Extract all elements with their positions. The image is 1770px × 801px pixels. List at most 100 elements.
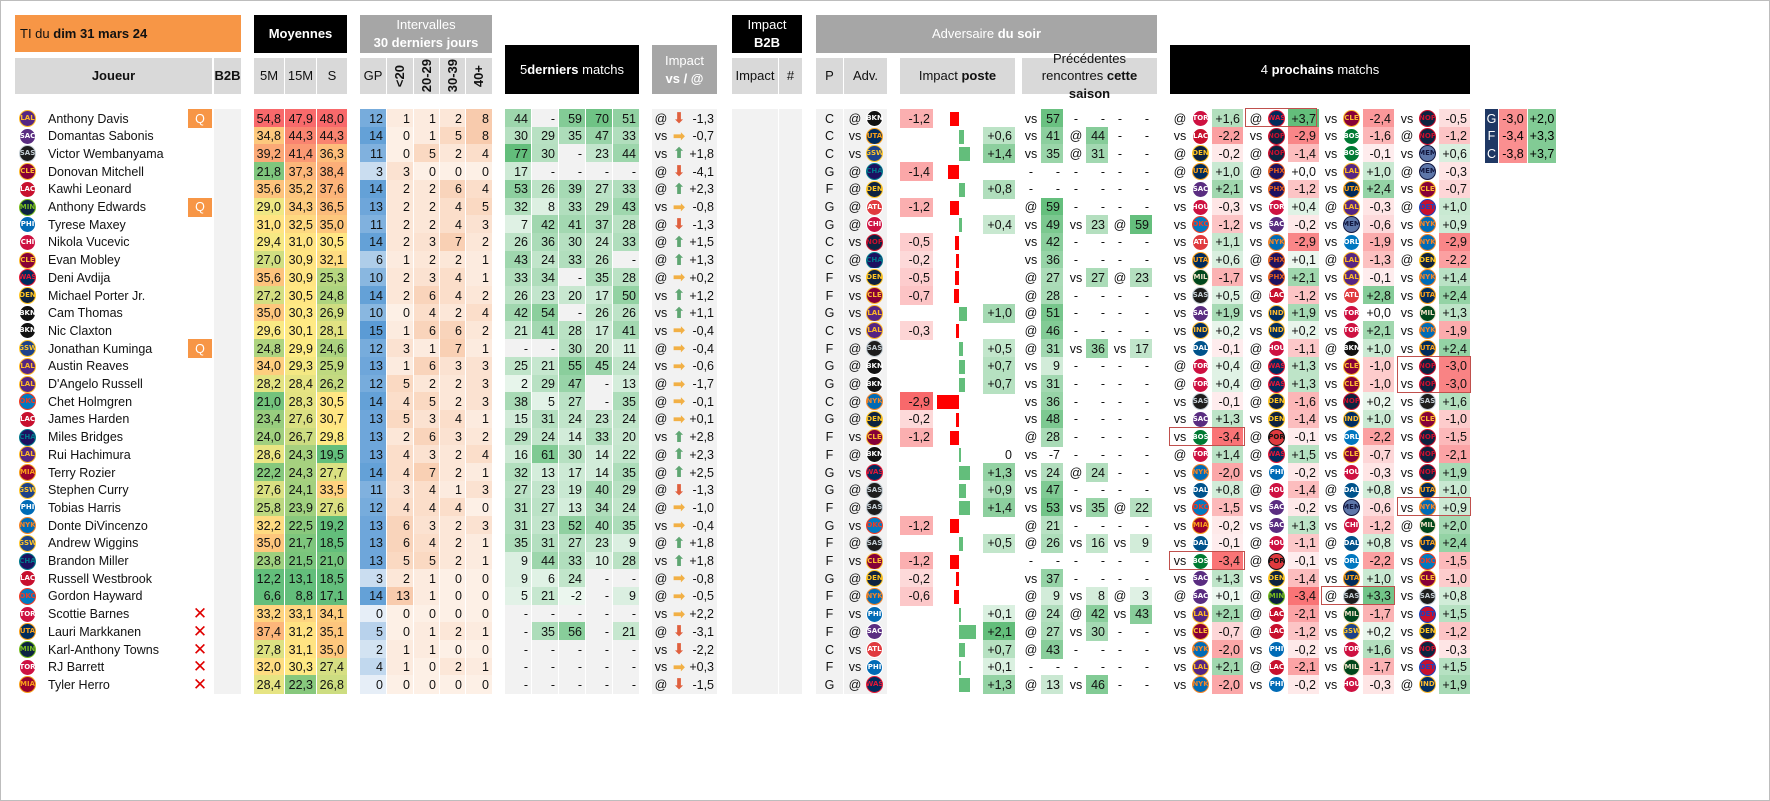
col-gp[interactable]: GP xyxy=(360,58,386,94)
player-name[interactable]: RJ Barrett xyxy=(48,660,105,675)
player-name[interactable]: Miles Bridges xyxy=(48,430,124,445)
player-row[interactable]: DEN Michael Porter Jr. 27,2 30,5 24,8 14 2 6 4 2 2… xyxy=(1,286,1770,306)
impact-b2b-cell xyxy=(732,675,778,695)
player-row[interactable]: LAL Anthony Davis Q 54,8 47,9 48,0 12 1 1 2 8 44-59… xyxy=(1,109,1770,129)
player-row[interactable]: GSW Stephen Curry 27,6 24,1 33,5 11 3 4 1 3 27 23 19… xyxy=(1,480,1770,501)
player-name[interactable]: Karl-Anthony Towns xyxy=(48,642,159,657)
col-lt20[interactable]: <20 xyxy=(387,58,413,94)
player-row[interactable]: BKN Cam Thomas 35,0 30,3 26,9 10 0 4 2 4 42 54-26 26… xyxy=(1,303,1770,324)
prec-score: 23 xyxy=(1130,268,1152,288)
player-row[interactable]: CHA Miles Bridges 24,0 26,7 29,8 13 2 6 3 2 29 24 14… xyxy=(1,427,1770,448)
avg-15m: 30,3 xyxy=(285,657,316,677)
col-p[interactable]: P xyxy=(816,58,843,94)
col-b2b[interactable]: B2B xyxy=(214,58,241,94)
player-row[interactable]: LAL Austin Reaves 34,0 29,3 25,9 13 1 6 3 3 25 21 55… xyxy=(1,356,1770,377)
prec-score: - xyxy=(1055,554,1060,568)
player-name[interactable]: Donovan Mitchell xyxy=(48,164,144,179)
col-precedentes[interactable]: Précédentes rencontres cette saison xyxy=(1022,51,1157,101)
player-row[interactable]: CLE Donovan Mitchell 21,8 37,3 38,4 3 3 0 0 0 17- -… xyxy=(1,162,1770,182)
player-row[interactable]: NYK Donte DiVincenzo 32,2 22,5 19,2 13 6 3 2 3 31 2… xyxy=(1,516,1770,536)
player-name[interactable]: Lauri Markkanen xyxy=(48,624,142,639)
player-name[interactable]: Cam Thomas xyxy=(48,306,123,321)
player-row[interactable]: TOR RJ Barrett ✕ 32,0 30,3 27,4 4 1 0 2 1- - - - - vs ➡ +… xyxy=(1,657,1770,678)
player-row[interactable]: OKC Gordon Hayward 6,6 8,8 17,1 14 13 1 0 0 5 21 -2-… xyxy=(1,586,1770,607)
prec-score: 41 xyxy=(1041,126,1063,146)
next-impact: +3,3 xyxy=(1363,586,1394,606)
player-name[interactable]: Jonathan Kuminga xyxy=(48,341,153,356)
col-impact-poste[interactable]: Impact poste xyxy=(900,58,1015,94)
player-name[interactable]: Donte DiVincenzo xyxy=(48,518,148,533)
col-hash[interactable]: # xyxy=(779,58,802,94)
player-row[interactable]: SAS Victor Wembanyama 39,2 41,4 36,3 11 0 5 2 4 77… xyxy=(1,144,1770,164)
player-row[interactable]: WAS Deni Avdija 35,6 30,9 25,3 10 2 3 4 1 33 34-35 2… xyxy=(1,268,1770,288)
player-name[interactable]: Evan Mobley xyxy=(48,253,121,268)
prec-loc: vs xyxy=(1024,465,1038,480)
player-row[interactable]: TOR Scottie Barnes ✕ 33,2 33,1 34,1 0 0 0 0 0- - - - -… xyxy=(1,604,1770,625)
col-s[interactable]: S xyxy=(317,58,347,94)
player-row[interactable]: PHI Tyrese Maxey 31,0 32,5 35,0 11 2 2 4 3 7 42 41 37… xyxy=(1,215,1770,235)
player-name[interactable]: Andrew Wiggins xyxy=(48,536,139,551)
prec-loc: @ xyxy=(1069,129,1083,144)
col-impact[interactable]: Impact xyxy=(732,58,778,94)
player-name[interactable]: Tyrese Maxey xyxy=(48,217,126,232)
player-name[interactable]: Russell Westbrook xyxy=(48,571,152,586)
player-row[interactable]: UTA Lauri Markkanen ✕ 37,4 31,2 35,1 5 0 1 2 1-35 5… xyxy=(1,622,1770,642)
player-name[interactable]: Gordon Hayward xyxy=(48,589,143,604)
player-row[interactable]: CHI Nikola Vucevic 29,4 31,0 30,5 14 2 3 7 2 26 36 3… xyxy=(1,232,1770,253)
player-row[interactable]: OKC Chet Holmgren 21,0 28,3 30,5 14 4 5 2 3 38 5 27-… xyxy=(1,392,1770,412)
player-row[interactable]: SAC Domantas Sabonis 34,8 44,3 44,3 14 0 1 5 8 30 2… xyxy=(1,126,1770,147)
player-name[interactable]: Scottie Barnes xyxy=(48,607,130,622)
header-next4-num: 4 xyxy=(1260,61,1272,77)
player-name[interactable]: Stephen Curry xyxy=(48,483,129,498)
player-name[interactable]: Michael Porter Jr. xyxy=(48,288,146,303)
col-20-29[interactable]: 20-29 xyxy=(414,58,439,94)
player-row[interactable]: LAL D'Angelo Russell 28,2 28,4 26,2 12 5 2 2 3 2 29… xyxy=(1,374,1770,395)
next-impact: -1,1 xyxy=(1288,533,1319,553)
player-row[interactable]: CHA Brandon Miller 23,8 21,5 21,0 13 5 5 2 1 9 44 33… xyxy=(1,551,1770,572)
player-name[interactable]: Anthony Edwards xyxy=(48,200,146,214)
player-row[interactable]: CLE Evan Mobley 27,0 30,9 32,1 6 1 2 2 1 43 24 33 26-… xyxy=(1,250,1770,271)
interval-count: 3 xyxy=(466,392,492,412)
player-name[interactable]: Tyler Herro xyxy=(48,677,110,692)
player-name[interactable]: Anthony Davis xyxy=(48,111,129,126)
interval-count: 0 xyxy=(440,675,465,695)
player-name[interactable]: D'Angelo Russell xyxy=(48,377,143,391)
col-15m[interactable]: 15M xyxy=(285,58,316,94)
player-name[interactable]: Rui Hachimura xyxy=(48,447,131,462)
interval-count: 3 xyxy=(414,409,439,429)
col-joueur[interactable]: Joueur xyxy=(15,58,212,94)
player-row[interactable]: BKN Nic Claxton 29,6 30,1 28,1 15 1 6 6 2 21 41 28 17… xyxy=(1,321,1770,341)
player-row[interactable]: PHI Tobias Harris 25,8 23,9 27,6 12 4 4 4 0 31 27 13… xyxy=(1,498,1770,518)
player-name[interactable]: Kawhi Leonard xyxy=(48,182,132,197)
col-adv[interactable]: Adv. xyxy=(844,58,887,94)
player-row[interactable]: MIN Anthony Edwards Q 29,0 34,3 36,5 13 2 2 4 5 32 8… xyxy=(1,197,1770,218)
player-name[interactable]: Deni Avdija xyxy=(48,270,111,285)
player-row[interactable]: GSW Andrew Wiggins 35,0 21,7 18,5 13 6 4 2 1 35 31 2… xyxy=(1,533,1770,554)
player-row[interactable]: LAC Kawhi Leonard 35,6 35,2 37,6 14 2 2 6 4 53 26 39… xyxy=(1,179,1770,200)
player-name[interactable]: James Harden xyxy=(48,412,130,427)
player-row[interactable]: LAL Rui Hachimura 28,6 24,3 19,5 13 4 3 2 4 16 61 30… xyxy=(1,445,1770,465)
player-name[interactable]: Nikola Vucevic xyxy=(48,235,130,250)
player-name[interactable]: Terry Rozier xyxy=(48,465,116,480)
player-row[interactable]: LAC James Harden 23,4 27,6 30,7 13 5 3 4 1 15 31 24 2… xyxy=(1,409,1770,430)
col-5m[interactable]: 5M xyxy=(254,58,284,94)
header-last5-bold: derniers xyxy=(527,61,579,77)
player-name[interactable]: Victor Wembanyama xyxy=(48,146,164,161)
player-row[interactable]: LAC Russell Westbrook 12,2 13,1 18,5 3 2 1 0 0 9 6 2… xyxy=(1,569,1770,589)
player-name[interactable]: Brandon Miller xyxy=(48,554,129,568)
col-b2b-label: B2B xyxy=(214,68,241,84)
player-row[interactable]: MIA Terry Rozier 22,2 24,3 27,7 14 4 7 2 1 32 13 17 1… xyxy=(1,463,1770,483)
next-opponent-logo-icon: PHX xyxy=(1268,269,1285,287)
col-40plus[interactable]: 40+ xyxy=(466,58,492,94)
prec-loc: vs xyxy=(1069,500,1083,515)
player-row[interactable]: MIA Tyler Herro ✕ 28,4 22,3 26,8 0 0 0 0 0- - - - - @ ⬇ -… xyxy=(1,675,1770,695)
player-name[interactable]: Domantas Sabonis xyxy=(48,129,154,144)
player-name[interactable]: Chet Holmgren xyxy=(48,394,133,409)
player-name[interactable]: Tobias Harris xyxy=(48,500,121,515)
player-row[interactable]: GSW Jonathan Kuminga Q 24,8 29,9 24,6 12 3 1 7 1- -… xyxy=(1,339,1770,359)
player-row[interactable]: MIN Karl-Anthony Towns ✕ 27,8 31,1 35,0 2 1 1 0 0-… xyxy=(1,640,1770,660)
col-30-39[interactable]: 30-39 xyxy=(440,58,465,94)
player-name[interactable]: Nic Claxton xyxy=(48,323,112,338)
avg-15m: 27,6 xyxy=(285,409,316,429)
player-name[interactable]: Austin Reaves xyxy=(48,359,129,374)
